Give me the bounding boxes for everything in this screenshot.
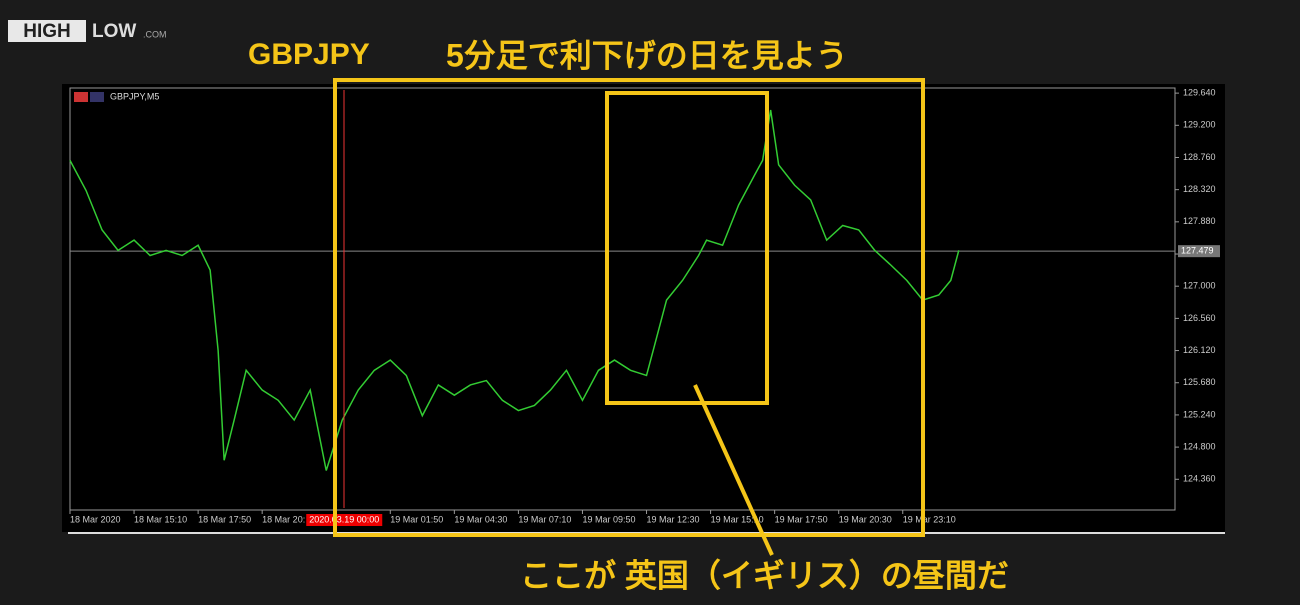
y-tick-label: 128.320 [1183,184,1216,194]
heading-annotation: 5分足で利下げの日を見よう [446,37,848,73]
y-tick-label: 129.640 [1183,87,1216,97]
x-tick-label: 19 Mar 23:10 [903,514,956,524]
callout-annotation: ここが 英国（イギリス）の昼間だ [520,557,1009,593]
logo-suffix: .COM [143,29,167,39]
x-tick-label: 19 Mar 01:50 [390,514,443,524]
y-tick-label: 124.360 [1183,474,1216,484]
y-tick-label: 127.880 [1183,216,1216,226]
x-tick-label: 19 Mar 12:30 [647,514,700,524]
logo-low: LOW [92,21,136,42]
x-tick-label: 19 Mar 17:50 [775,514,828,524]
marker-label: 2020.03.19 00:00 [309,514,379,524]
y-tick-label: 125.240 [1183,409,1216,419]
callout-line [693,384,774,556]
y-tick-label: 129.200 [1183,120,1216,130]
plot: 129.640 129.200 128.760 128.320 127.880 127.4… [69,87,1220,526]
y-tick-label: 128.760 [1183,152,1216,162]
current-price-box [1178,245,1220,258]
y-tick-label: 126.560 [1183,313,1216,323]
x-tick-label: 18 Mar 15:10 [134,514,187,524]
y-tick-label: 125.680 [1183,377,1216,387]
x-tick-label: 19 Mar 07:10 [518,514,571,524]
chart-panel [62,84,1225,532]
x-tick-label: 18 Mar 20: [262,514,305,524]
x-tick-label: 19 Mar 20:30 [839,514,892,524]
y-tick-label: 124.800 [1183,441,1216,451]
y-tick-label: 126.120 [1183,345,1216,355]
logo-high-bg [8,20,86,42]
flag-icon [90,92,104,102]
symbol-annotation: GBPJPY [248,38,370,71]
logo-high: HIGH [23,21,71,42]
x-tick-label: 18 Mar 17:50 [198,514,251,524]
x-tick-label: 19 Mar 15:10 [711,514,764,524]
marker-label-box [306,514,383,526]
price-line [69,109,960,471]
chart-symbol: GBPJPY,M5 [110,91,159,101]
x-tick-label: 19 Mar 04:30 [454,514,507,524]
focus-box [605,91,769,405]
x-tick-label: 18 Mar 2020 [70,514,121,524]
plot-frame [69,87,1176,511]
x-tick-label: 19 Mar 09:50 [582,514,635,524]
current-price-label: 127.479 [1181,246,1214,256]
highlight-box [333,78,925,537]
flag-icon [74,92,88,102]
y-tick-label: 127.000 [1183,281,1216,291]
